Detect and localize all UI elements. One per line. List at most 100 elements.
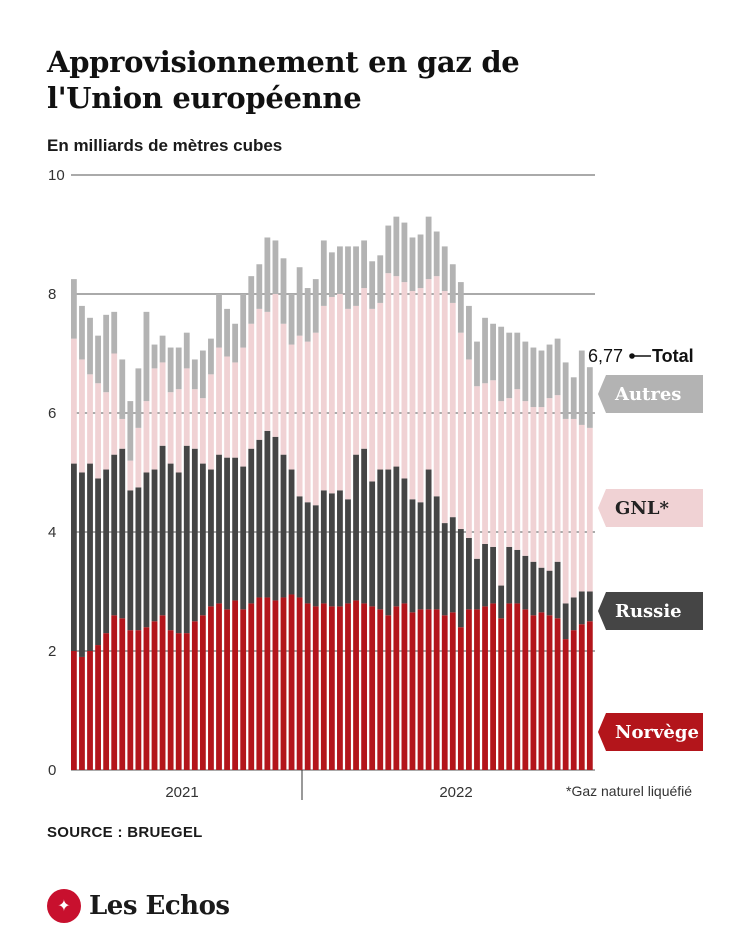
y-tick-label: 2 <box>48 643 56 660</box>
bar-russie <box>167 463 174 631</box>
bar-autres <box>345 246 351 309</box>
bar-autres <box>538 350 545 408</box>
bar-autres <box>570 377 577 419</box>
bar-norvege <box>264 597 271 770</box>
bar-russie <box>490 546 496 604</box>
bar-autres <box>586 367 593 428</box>
bar-gnl <box>345 308 351 500</box>
bar-gnl <box>167 392 174 464</box>
y-tick-label: 4 <box>48 524 56 541</box>
bar-gnl <box>433 276 440 497</box>
bar-russie <box>240 466 247 610</box>
bar-gnl <box>586 427 593 592</box>
bar-russie <box>328 493 335 607</box>
bar-russie <box>103 469 110 634</box>
legend-item-gnl: GNL* <box>598 489 703 527</box>
bar-gnl <box>224 356 230 458</box>
bar-gnl <box>79 359 85 473</box>
footnote: *Gaz naturel liquéfié <box>566 783 693 799</box>
bar-gnl <box>409 291 416 500</box>
bar-gnl <box>119 418 126 449</box>
y-tick-label: 6 <box>48 405 56 422</box>
bar-russie <box>530 561 537 616</box>
bar-russie <box>482 543 488 607</box>
bar-gnl <box>538 407 545 568</box>
bar-gnl <box>514 389 521 550</box>
bar-norvege <box>208 606 214 771</box>
bar-norvege <box>474 609 480 770</box>
bar-russie <box>119 448 126 619</box>
bar-norvege <box>304 603 311 770</box>
bar-autres <box>578 350 585 425</box>
bar-russie <box>409 499 416 613</box>
legend-item-autres: Autres <box>598 375 703 413</box>
bar-gnl <box>482 383 488 544</box>
bar-norvege <box>151 621 158 770</box>
bar-autres <box>296 267 303 336</box>
bar-norvege <box>328 606 335 771</box>
bar-russie <box>538 567 545 613</box>
chart-subtitle: En milliards de mètres cubes <box>47 136 283 155</box>
y-tick-label: 8 <box>48 286 56 303</box>
bar-gnl <box>578 424 585 592</box>
bar-gnl <box>377 302 384 470</box>
bar-norvege <box>240 609 247 770</box>
bar-norvege <box>272 600 279 770</box>
bar-autres <box>135 368 142 428</box>
y-tick-label: 10 <box>48 167 65 184</box>
bar-russie <box>304 502 311 604</box>
bar-gnl <box>175 389 182 473</box>
bar-russie <box>449 517 456 613</box>
bar-norvege <box>199 615 206 770</box>
bar-norvege <box>538 612 545 770</box>
bar-russie <box>95 478 101 646</box>
bar-norvege <box>135 630 142 770</box>
bar-autres <box>208 338 214 375</box>
bar-autres <box>320 240 327 306</box>
bar-autres <box>417 234 424 289</box>
bar-russie <box>377 469 384 610</box>
bar-autres <box>248 276 255 324</box>
bar-russie <box>345 499 351 604</box>
bar-russie <box>457 529 464 628</box>
bar-gnl <box>143 401 150 473</box>
bar-norvege <box>280 597 287 770</box>
bar-gnl <box>554 395 561 562</box>
legend-box-autres <box>598 375 703 413</box>
bar-gnl <box>288 344 295 470</box>
bar-gnl <box>441 291 448 524</box>
bar-gnl <box>304 341 311 503</box>
bar-autres <box>457 282 464 333</box>
bar-gnl <box>522 401 529 556</box>
bar-autres <box>482 317 488 384</box>
bar-autres <box>87 317 93 375</box>
bar-gnl <box>570 418 577 598</box>
bar-autres <box>272 240 279 294</box>
bar-gnl <box>248 323 255 449</box>
bar-russie <box>417 502 424 610</box>
bar-russie <box>280 454 287 598</box>
bar-norvege <box>449 612 456 770</box>
bar-norvege <box>409 612 416 770</box>
bar-autres <box>433 231 440 277</box>
bar-norvege <box>143 627 150 770</box>
bar-gnl <box>546 398 553 571</box>
bar-autres <box>143 311 150 402</box>
bar-gnl <box>562 418 569 604</box>
bar-gnl <box>312 332 319 506</box>
bar-gnl <box>296 335 303 497</box>
bar-gnl <box>240 347 247 467</box>
bar-russie <box>514 549 521 604</box>
stacked-bar-chart: 0 2 4 6 8 10 2021 2022 6,77 Total Autres GNL* Russie… <box>48 167 703 801</box>
bar-norvege <box>127 630 134 770</box>
legend-box-norvege <box>598 713 703 751</box>
bar-norvege <box>498 618 505 770</box>
bar-russie <box>151 469 158 622</box>
bar-norvege <box>191 621 198 770</box>
bar-norvege <box>506 603 513 770</box>
total-value: 6,77 <box>588 346 623 366</box>
bar-russie <box>264 430 271 598</box>
bar-autres <box>216 294 222 348</box>
bar-russie <box>159 445 166 616</box>
bar-norvege <box>554 618 561 770</box>
